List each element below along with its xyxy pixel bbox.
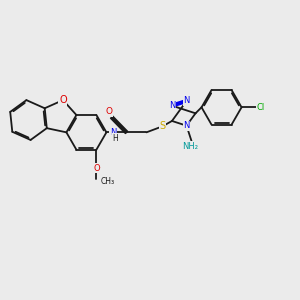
Text: N: N [110, 128, 116, 137]
Text: N: N [183, 96, 190, 105]
Text: O: O [106, 107, 113, 116]
Text: CH₃: CH₃ [101, 177, 115, 186]
Text: Cl: Cl [257, 103, 265, 112]
Text: N: N [110, 128, 116, 137]
Text: N: N [183, 121, 190, 130]
Text: O: O [93, 164, 100, 173]
Text: O: O [106, 107, 113, 116]
Text: S: S [159, 121, 166, 131]
Text: H: H [112, 134, 118, 143]
Text: O: O [93, 164, 100, 173]
Text: N: N [183, 96, 190, 105]
Text: NH₂: NH₂ [182, 142, 198, 151]
Text: N: N [183, 121, 190, 130]
Text: NH₂: NH₂ [182, 142, 198, 151]
Text: N: N [169, 101, 175, 110]
Text: S: S [159, 121, 166, 131]
Text: N: N [169, 101, 175, 110]
Text: O: O [59, 95, 67, 105]
Text: Cl: Cl [257, 103, 265, 112]
Text: CH₃: CH₃ [101, 177, 115, 186]
Text: O: O [59, 95, 67, 105]
Text: H: H [112, 134, 118, 143]
